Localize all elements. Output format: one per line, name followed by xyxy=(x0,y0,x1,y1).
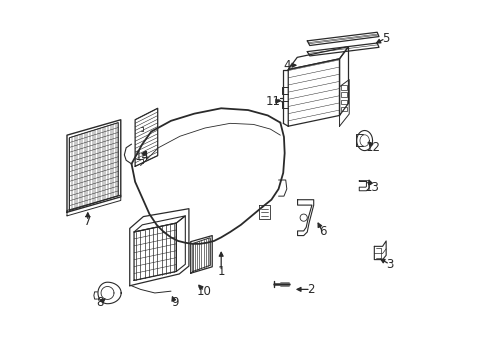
Text: 6: 6 xyxy=(318,225,326,238)
Bar xyxy=(340,107,346,111)
Text: 11: 11 xyxy=(265,95,280,108)
Bar xyxy=(340,100,346,104)
Bar xyxy=(340,85,346,90)
Text: 13: 13 xyxy=(364,181,379,194)
Text: 7: 7 xyxy=(84,215,91,228)
Text: 3: 3 xyxy=(385,258,393,271)
Bar xyxy=(340,93,346,97)
Text: 1: 1 xyxy=(217,265,224,278)
Text: 9: 9 xyxy=(170,296,178,309)
Text: 5: 5 xyxy=(381,32,388,45)
Text: 12: 12 xyxy=(366,141,380,154)
Text: 8: 8 xyxy=(96,296,103,309)
Text: 4: 4 xyxy=(283,59,291,72)
Text: 2: 2 xyxy=(306,283,314,296)
Text: 10: 10 xyxy=(197,285,211,298)
Text: 14: 14 xyxy=(135,150,149,163)
